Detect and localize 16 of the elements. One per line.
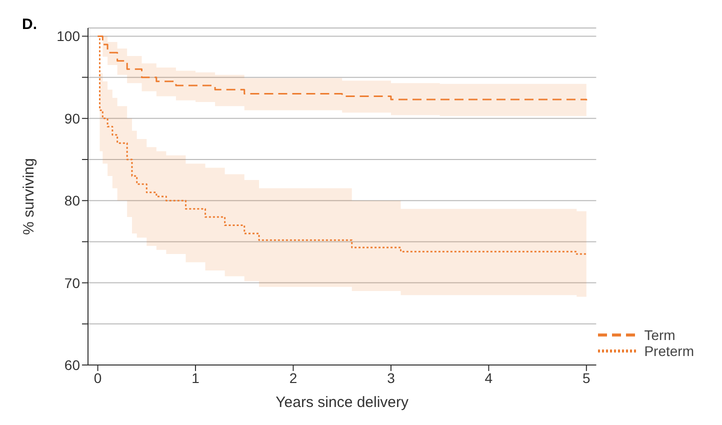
y-tick-label: 90 (64, 110, 80, 126)
x-tick-label: 4 (484, 370, 493, 386)
y-axis-title: % surviving (20, 158, 38, 235)
y-tick-label: 80 (64, 192, 80, 209)
y-tick-label: 100 (56, 28, 80, 44)
x-tick-label: 5 (582, 370, 591, 386)
x-tick-label: 3 (387, 370, 396, 386)
text: D. (22, 16, 37, 33)
y-tick-label: 70 (64, 274, 80, 291)
x-tick-label: 2 (289, 370, 298, 386)
x-tick-label: 1 (192, 370, 200, 386)
legend-label: Term (644, 327, 676, 343)
y-tick-label: 60 (64, 356, 80, 373)
x-axis-title: Years since delivery (276, 394, 410, 411)
x-tick-label: 0 (94, 370, 102, 386)
legend-label: Preterm (644, 343, 694, 359)
